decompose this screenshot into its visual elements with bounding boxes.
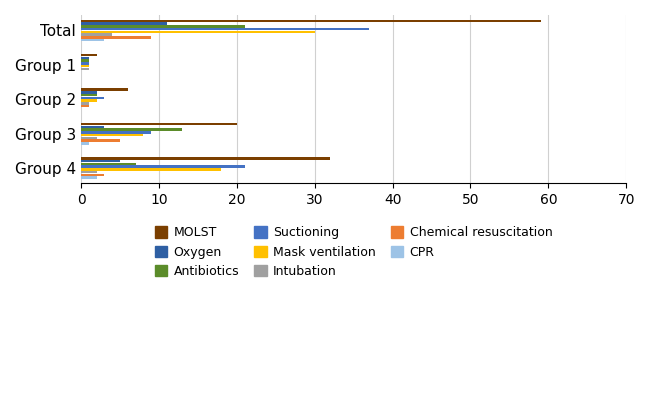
Bar xyxy=(81,142,89,145)
Bar xyxy=(81,88,128,91)
Bar xyxy=(81,166,244,168)
Bar xyxy=(81,39,105,41)
Bar xyxy=(81,65,89,67)
Bar xyxy=(81,134,144,136)
Bar xyxy=(81,174,105,176)
Bar xyxy=(81,97,105,99)
Bar xyxy=(81,131,151,134)
Bar xyxy=(81,25,244,28)
Bar xyxy=(81,99,97,102)
Bar xyxy=(81,171,97,173)
Bar xyxy=(81,57,89,59)
Bar xyxy=(81,105,89,107)
Bar xyxy=(81,59,89,62)
Bar xyxy=(81,94,97,96)
Bar xyxy=(81,123,237,125)
Bar xyxy=(81,28,369,30)
Bar xyxy=(81,54,97,57)
Bar xyxy=(81,139,120,142)
Legend: MOLST, Oxygen, Antibiotics, Suctioning, Mask ventilation, Intubation, Chemical r: MOLST, Oxygen, Antibiotics, Suctioning, … xyxy=(149,220,558,284)
Bar xyxy=(81,160,120,163)
Bar xyxy=(81,102,89,105)
Bar xyxy=(81,68,89,70)
Bar xyxy=(81,22,167,25)
Bar xyxy=(81,128,183,131)
Bar xyxy=(81,33,112,36)
Bar xyxy=(81,168,221,171)
Bar xyxy=(81,36,151,39)
Bar xyxy=(81,62,89,65)
Bar xyxy=(81,126,105,128)
Bar xyxy=(81,31,315,33)
Bar xyxy=(81,91,97,93)
Bar xyxy=(81,137,97,139)
Bar xyxy=(81,176,97,179)
Bar xyxy=(81,20,541,22)
Bar xyxy=(81,157,330,160)
Bar xyxy=(81,163,136,165)
